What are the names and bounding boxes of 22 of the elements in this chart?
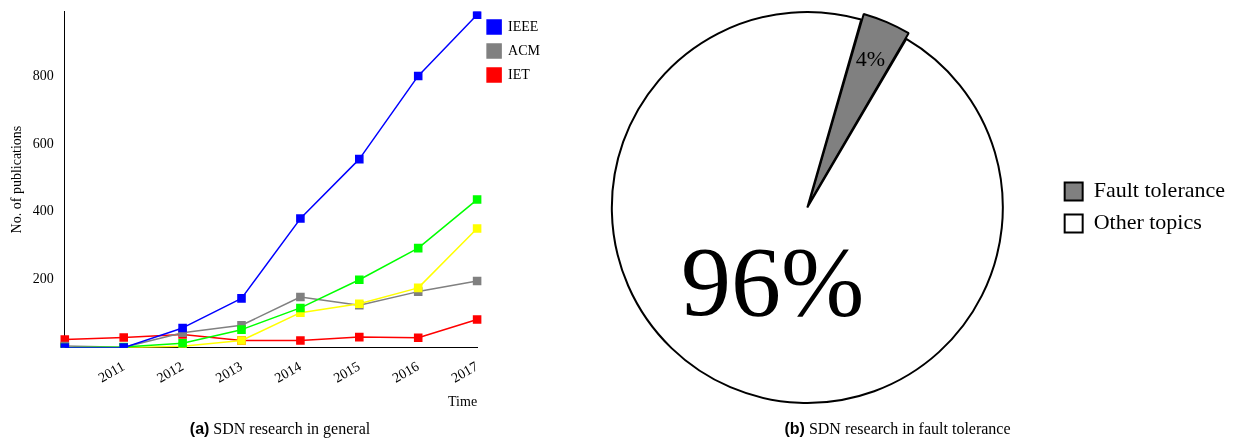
legend-label: IEEE <box>508 18 539 34</box>
data-label: 4% <box>855 45 886 71</box>
y-tick-label: 200 <box>32 271 54 287</box>
legend-label: Other topics <box>1093 209 1202 235</box>
x-axis-title: Time <box>448 394 478 410</box>
y-axis-title: No. of publications <box>9 125 25 234</box>
x-tick-label: 2011 <box>95 358 128 386</box>
legend-label: ACM <box>508 42 541 58</box>
legend-label: Fault tolerance <box>1093 177 1226 203</box>
x-tick-label: 2015 <box>330 358 363 386</box>
x-tick-label: 2014 <box>272 358 304 386</box>
x-tick-label: 2012 <box>154 358 186 386</box>
legend-label: IET <box>508 66 531 82</box>
y-tick-label: 800 <box>32 67 54 83</box>
text: (a) SDN research in general <box>188 420 372 438</box>
x-tick-label: 2013 <box>213 358 245 386</box>
text: (b) SDN research in fault tolerance <box>783 420 1012 438</box>
y-tick-label: 600 <box>32 135 54 151</box>
x-tick-label: 2017 <box>448 358 481 386</box>
y-tick-label: 400 <box>32 203 54 219</box>
data-label: 96% <box>681 225 865 337</box>
x-tick-label: 2016 <box>389 358 422 386</box>
